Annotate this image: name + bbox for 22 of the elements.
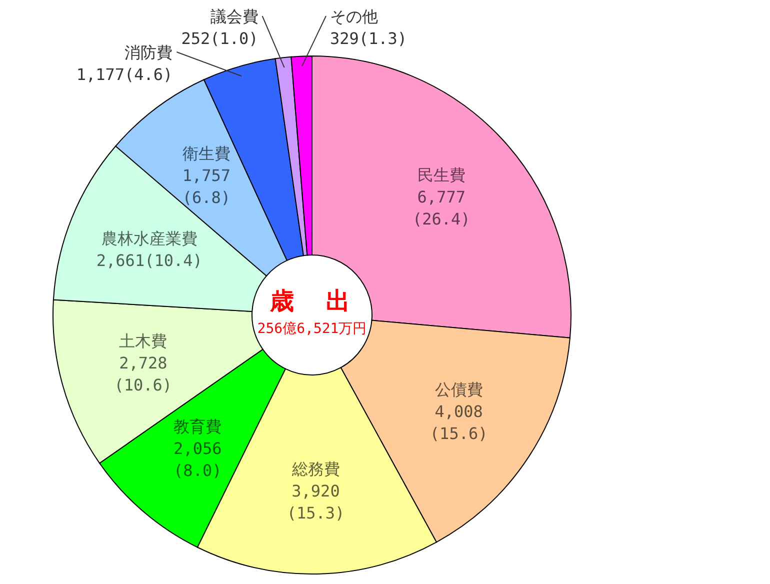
data-label: 252(1.0): [181, 29, 258, 48]
data-label: 2,661(10.4): [96, 251, 202, 270]
slice-label: 土木費: [119, 332, 168, 351]
text: 256億6,521万円: [257, 321, 367, 337]
data-label: 6,777 (26.4): [412, 188, 470, 229]
data-label: 2,056 (8.0): [174, 439, 222, 480]
slice-label: 公債費: [434, 380, 483, 399]
slice-label: 農林水産業費: [101, 229, 198, 248]
slice-label: その他: [330, 7, 378, 26]
data-label: 1,177(4.6): [76, 65, 173, 84]
slice-label: 消防費: [124, 43, 173, 62]
slice-label: 衛生費: [182, 144, 230, 163]
data-label: 2,728 (10.6): [114, 354, 172, 395]
slice-label: 民生費: [417, 166, 466, 185]
slice-label: 議会費: [210, 7, 258, 26]
slice-label: 総務費: [290, 459, 340, 478]
data-label: 329(1.3): [330, 29, 408, 48]
data-label: 1,757 (6.8): [182, 166, 231, 207]
text: 歳 出: [269, 287, 354, 315]
slice-label: 教育費: [174, 417, 222, 436]
data-label: 3,920 (15.3): [286, 481, 345, 522]
data-label: 4,008 (15.6): [430, 402, 488, 443]
